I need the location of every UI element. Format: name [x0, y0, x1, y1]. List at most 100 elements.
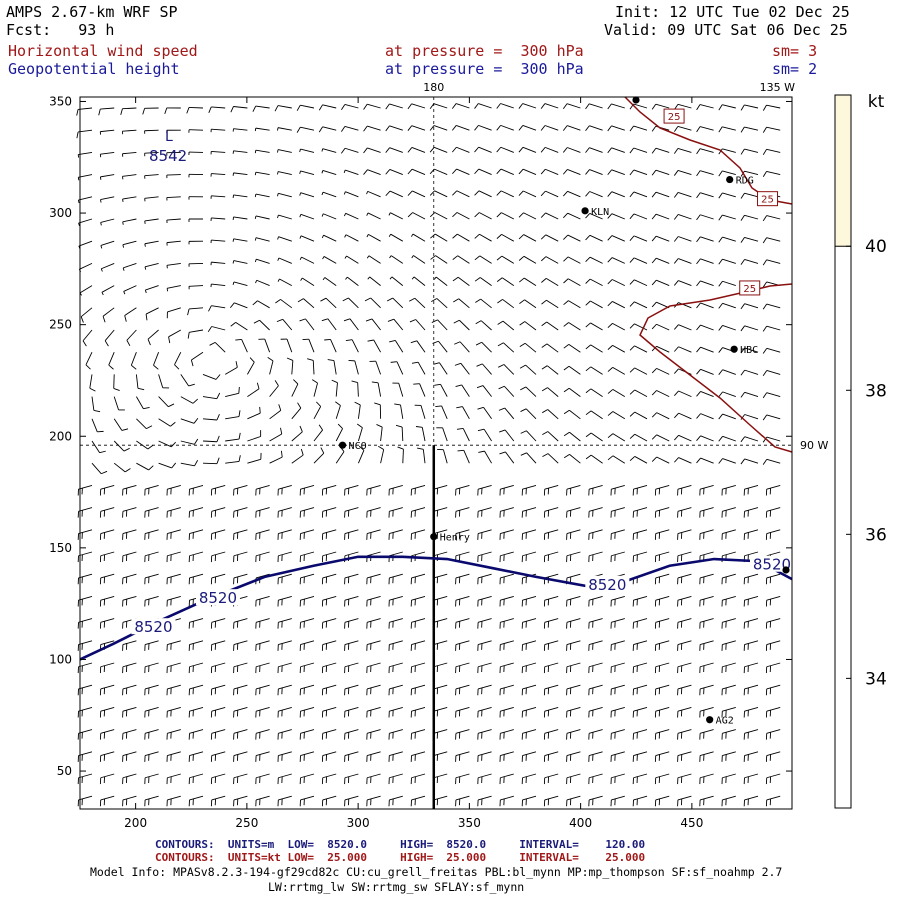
wind-barb [654, 529, 670, 540]
wind-barb [77, 795, 93, 807]
wind-barb [677, 684, 692, 696]
wind-barb [585, 234, 603, 242]
wind-barb [277, 595, 292, 607]
wind-barb [632, 729, 648, 740]
wind-barb [431, 298, 448, 309]
colorbar-tick-label: 38 [865, 381, 887, 401]
wind-barb [168, 329, 182, 344]
wind-barb [542, 431, 559, 442]
wind-barb [651, 257, 670, 264]
wind-barb [429, 103, 448, 110]
wind-barb [280, 338, 293, 353]
wind-barb [496, 146, 514, 153]
wind-barb [498, 364, 515, 375]
wind-barb [673, 214, 692, 220]
wind-barb [366, 595, 381, 607]
wind-barb [321, 191, 337, 198]
wind-barb [299, 729, 315, 740]
colorbar: 34 36 38 40 kt [834, 92, 887, 809]
wind-barb [743, 795, 759, 807]
wind-barb [166, 773, 181, 785]
wind-barb [496, 168, 514, 176]
wind-barb [454, 341, 470, 353]
wind-barb [255, 706, 270, 718]
wind-barb [254, 149, 270, 154]
wind-barb [255, 751, 270, 762]
wind-barb [543, 507, 559, 518]
wind-barb [496, 233, 515, 242]
wind-barb [743, 706, 759, 718]
wind-barb [101, 285, 115, 296]
wind-barb [410, 684, 426, 696]
wind-barb [607, 301, 626, 309]
wind-barb [233, 795, 248, 807]
wind-barb [673, 125, 692, 132]
wind-barb [210, 573, 226, 585]
wind-barb [677, 795, 692, 807]
wind-barb [499, 706, 514, 718]
wind-barb [762, 170, 781, 178]
wind-barb [718, 258, 736, 265]
wind-barb [677, 662, 692, 674]
wind-barb [258, 338, 271, 353]
wind-barb [521, 684, 537, 696]
wind-barb [343, 191, 359, 198]
wind-barb [269, 404, 282, 420]
wind-barb [277, 236, 292, 242]
wind-barb [585, 410, 603, 420]
wind-barb [474, 103, 492, 109]
wind-barb [476, 363, 492, 375]
wind-barb [566, 773, 581, 785]
station-nco: NCO [338, 441, 367, 452]
wind-barb [188, 240, 204, 245]
contour-label-group: 8520 [195, 589, 240, 607]
wind-barb [452, 255, 470, 264]
wind-barb [585, 125, 603, 132]
wind-barb [629, 169, 648, 176]
wind-barb [543, 484, 559, 496]
wind-barb [144, 484, 159, 496]
wind-barb [585, 322, 603, 331]
wind-barb [543, 662, 559, 674]
wind-barb [126, 329, 137, 347]
wind-barb [718, 391, 736, 398]
contour-label: 8520 [753, 556, 791, 574]
wind-barb [543, 529, 559, 540]
wind-barb [718, 325, 736, 331]
wind-barb [629, 389, 648, 397]
wind-barb [210, 261, 226, 266]
wind-barb [588, 706, 603, 718]
wind-barb [144, 507, 159, 518]
isotach-label: 25 [761, 195, 774, 206]
wind-barb [389, 339, 404, 353]
wind-barb [235, 339, 248, 353]
wind-barb [122, 773, 137, 785]
wind-barb [144, 706, 159, 718]
low-center-value: 8542 [149, 147, 187, 165]
wind-barb [277, 257, 292, 264]
wind-barb [210, 529, 226, 540]
wind-barb [130, 352, 137, 370]
wind-barb [566, 640, 581, 651]
wind-barb [677, 484, 692, 496]
wind-barb [407, 190, 426, 198]
wind-barb [122, 262, 137, 271]
wind-barb [367, 339, 381, 353]
wind-barb [607, 322, 626, 331]
wind-barb [696, 435, 714, 442]
wind-barb [410, 573, 426, 585]
wind-barb [366, 640, 381, 651]
wind-barb [762, 215, 781, 222]
wind-barb [562, 147, 581, 153]
height-contour-8520 [79, 555, 793, 661]
wind-barb [388, 507, 403, 518]
wind-barb [651, 367, 670, 375]
wind-barb [366, 484, 381, 496]
wind-barb [123, 285, 137, 295]
wind-barb [387, 318, 404, 331]
y-tick-label: 300 [49, 206, 72, 220]
wind-barb [765, 507, 781, 518]
wind-barb [374, 402, 382, 419]
wind-barb [144, 795, 159, 807]
wind-barb [651, 301, 670, 309]
